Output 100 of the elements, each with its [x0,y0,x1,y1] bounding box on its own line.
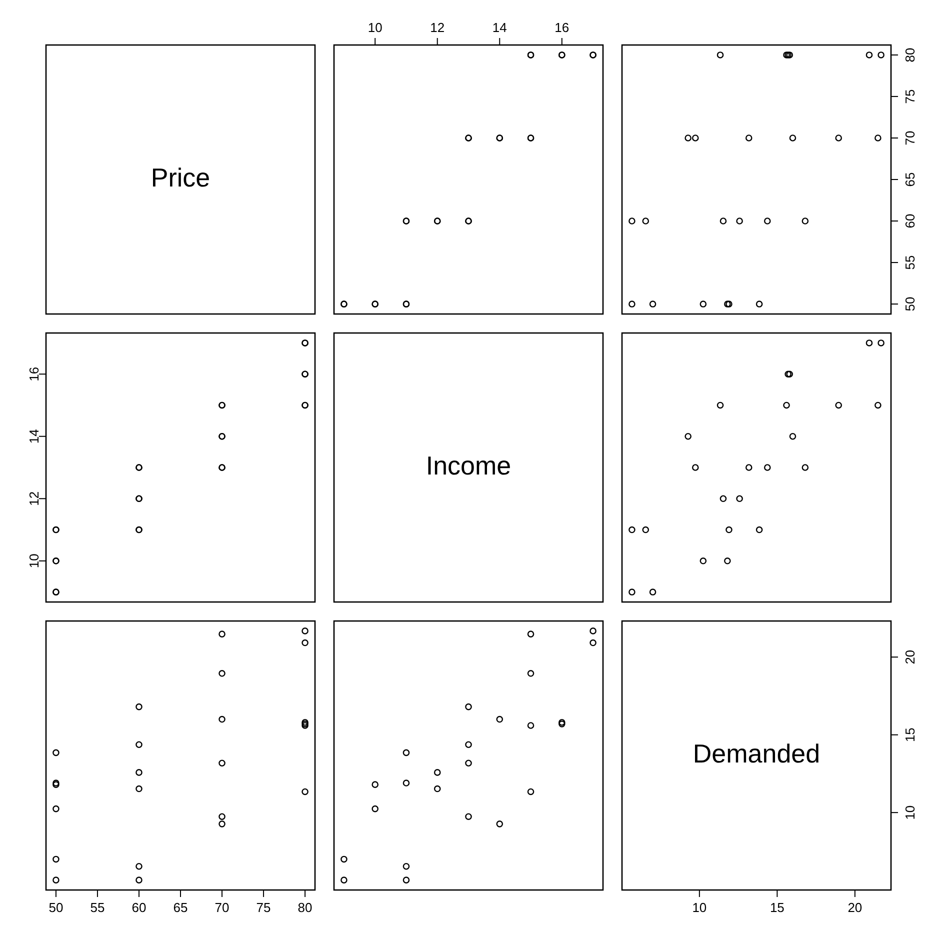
point [52,856,60,863]
point [835,402,842,409]
point [716,52,724,58]
x-tick-label: 15 [770,900,784,916]
point [218,760,226,767]
y-tick-label: 70 [902,130,918,146]
x-tick-label: 16 [554,20,570,35]
point [736,495,743,502]
point [302,639,308,646]
point [878,52,884,58]
y-tick-label: 10 [902,805,918,820]
point [684,134,692,142]
point [700,558,707,564]
point [720,218,727,224]
point [783,402,790,409]
point [52,805,60,812]
point [372,805,378,812]
point [136,785,142,792]
x-tick-label: 55 [90,900,105,916]
point [692,134,699,142]
point [835,134,842,142]
point [628,218,636,224]
point [866,340,873,346]
x-tick-label: 80 [298,900,312,916]
point [558,718,566,726]
text: Income [426,450,512,480]
y-tick-label: 80 [902,48,918,62]
x-tick-label: 14 [492,20,507,35]
x-tick-label: 70 [214,900,230,916]
point [649,588,656,596]
point [218,813,226,820]
point [756,300,763,308]
point [302,628,308,634]
point [527,788,534,796]
point [465,741,472,748]
text: Price [150,162,210,192]
y-tick-label: 50 [902,296,918,312]
point [496,716,504,723]
point [136,769,142,776]
x-tick-label: 12 [430,20,445,35]
x-tick-label: 50 [48,900,64,916]
point [372,781,378,788]
point [736,218,743,224]
y-tick-label: 20 [902,650,918,664]
point [402,862,410,870]
point [642,526,650,534]
y-tick-label: 60 [902,214,918,228]
x-tick-label: 75 [256,900,271,916]
point [590,639,596,646]
point [465,813,472,820]
point [402,780,410,786]
x-tick-label: 10 [368,20,382,35]
point [802,218,809,224]
point [558,720,566,728]
point [465,760,472,767]
y-tick-label: 16 [26,366,42,382]
point [340,856,348,863]
y-tick-label: 55 [902,255,918,270]
point [745,134,752,142]
point [218,820,226,828]
point [874,402,882,409]
point [764,218,771,224]
point [789,432,796,440]
point [628,588,636,596]
point [52,876,60,884]
y-tick-label: 65 [902,172,918,187]
point [340,876,348,884]
point [802,464,809,471]
y-tick-label: 15 [902,728,918,742]
point [692,464,699,471]
point [720,495,727,502]
point [724,558,731,564]
point [726,526,732,534]
point [745,464,752,471]
point [402,876,410,884]
point [784,370,792,378]
point [786,52,794,58]
point [527,670,534,677]
point [642,218,650,224]
point [764,464,771,471]
point [434,785,441,792]
point [527,722,534,729]
point [649,300,656,308]
point [628,526,636,534]
point [789,134,796,142]
point [628,300,636,308]
y-tick-label: 75 [902,89,918,104]
point [527,630,534,638]
point [52,749,60,756]
point [218,630,226,638]
x-tick-label: 10 [692,900,707,916]
point [590,628,596,634]
point [700,300,707,308]
point [465,703,472,710]
point [716,402,724,409]
text: Demanded [692,738,820,768]
point [136,862,142,870]
y-tick-label: 10 [26,554,42,568]
point [684,432,692,440]
x-tick-label: 60 [132,900,146,916]
